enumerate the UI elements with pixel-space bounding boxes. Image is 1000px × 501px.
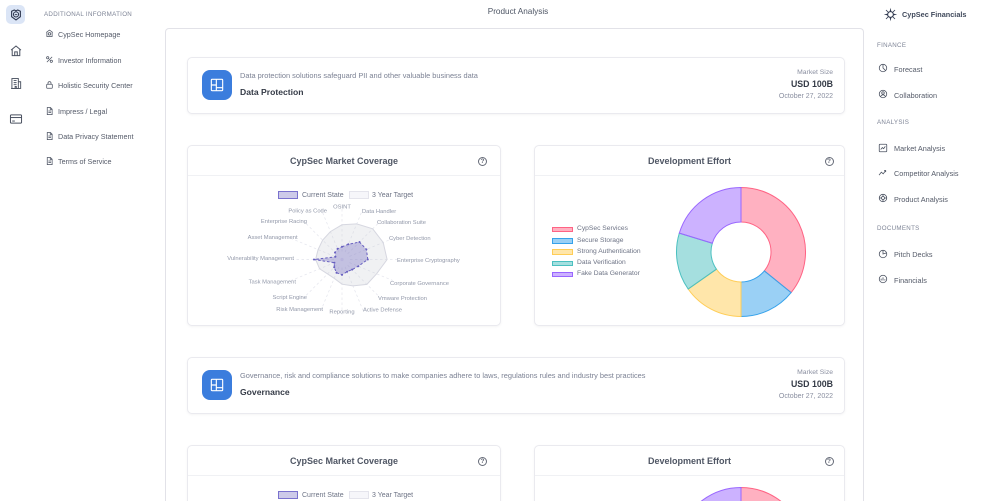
svg-text:Vulnerability Management: Vulnerability Management [227, 256, 294, 262]
svg-text:Collaboration Suite: Collaboration Suite [377, 220, 426, 226]
svg-text:Asset Management: Asset Management [248, 235, 298, 241]
svg-text:OSINT: OSINT [333, 205, 351, 211]
svg-text:Script Engine: Script Engine [273, 295, 307, 301]
svg-text:Policy as Code: Policy as Code [288, 209, 327, 215]
svg-text:Risk Management: Risk Management [276, 307, 323, 313]
svg-text:Active Defense: Active Defense [363, 308, 402, 314]
svg-text:Reporting: Reporting [329, 310, 354, 316]
svg-text:Vmware Protection: Vmware Protection [378, 296, 427, 302]
svg-text:Enterprise Racing: Enterprise Racing [261, 219, 307, 225]
svg-text:Cyber Detection: Cyber Detection [389, 236, 431, 242]
svg-text:Enterprise Cryptography: Enterprise Cryptography [397, 258, 460, 264]
svg-text:Task Management: Task Management [249, 280, 297, 286]
svg-text:Data Handler: Data Handler [362, 209, 396, 215]
svg-text:Corporate Governance: Corporate Governance [390, 281, 449, 287]
